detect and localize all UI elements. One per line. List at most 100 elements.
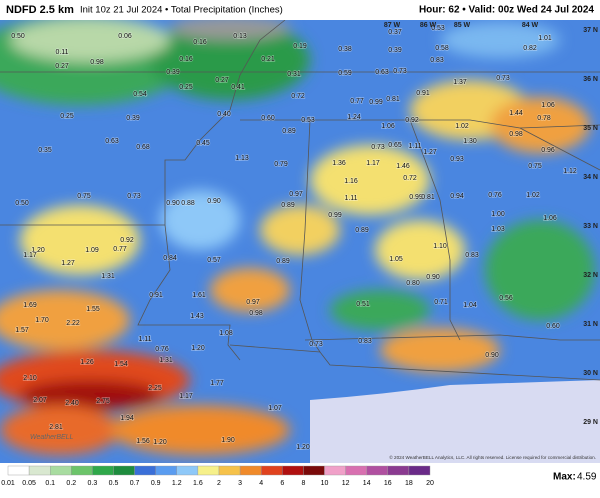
precip-value: 1.46 bbox=[396, 163, 410, 170]
precip-value: 0.63 bbox=[105, 138, 119, 145]
precip-value: 0.92 bbox=[120, 237, 134, 244]
precip-value: 0.37 bbox=[388, 29, 402, 36]
precip-value: 1.44 bbox=[509, 110, 523, 117]
precip-value: 0.40 bbox=[217, 111, 231, 118]
precip-value: 0.75 bbox=[77, 193, 91, 200]
precip-value: 0.53 bbox=[301, 117, 315, 124]
precip-value: 0.50 bbox=[11, 33, 25, 40]
legend-swatch bbox=[50, 465, 72, 476]
precip-value: 0.90 bbox=[426, 274, 440, 281]
precip-value: 0.53 bbox=[431, 25, 445, 32]
legend-label: 0.1 bbox=[45, 480, 55, 487]
legend-label: 12 bbox=[342, 480, 350, 487]
legend-swatch bbox=[282, 465, 304, 476]
precip-value: 0.79 bbox=[274, 161, 288, 168]
precip-value: 1.27 bbox=[423, 149, 437, 156]
precip-value: 1.55 bbox=[86, 306, 100, 313]
legend-swatch bbox=[71, 465, 93, 476]
legend-label: 16 bbox=[384, 480, 392, 487]
legend-label: 20 bbox=[426, 480, 434, 487]
precip-value: 1.17 bbox=[23, 252, 37, 259]
legend-swatch bbox=[28, 465, 51, 476]
valid-time: Hour: 62 • Valid: 00z Wed 24 Jul 2024 bbox=[419, 5, 594, 16]
precip-value: 0.73 bbox=[309, 341, 323, 348]
precip-value: 1.06 bbox=[541, 102, 555, 109]
precip-value: 0.93 bbox=[450, 156, 464, 163]
precip-value: 0.90 bbox=[207, 198, 221, 205]
precip-value: 0.58 bbox=[435, 45, 449, 52]
precip-value: 0.60 bbox=[546, 323, 560, 330]
precip-value: 1.17 bbox=[179, 393, 193, 400]
precip-value: 1.06 bbox=[543, 215, 557, 222]
legend-label: 0.01 bbox=[1, 480, 15, 487]
precip-value: 0.45 bbox=[196, 140, 210, 147]
precip-value: 1.13 bbox=[235, 155, 249, 162]
precip-value: 0.73 bbox=[496, 75, 510, 82]
precip-value: 1.69 bbox=[23, 302, 37, 309]
legend-label: 0.3 bbox=[88, 480, 98, 487]
legend-label: 18 bbox=[405, 480, 413, 487]
legend-swatch bbox=[218, 465, 241, 476]
precip-value: 1.17 bbox=[366, 160, 380, 167]
precip-value: 0.73 bbox=[127, 193, 141, 200]
precip-value: 0.88 bbox=[181, 200, 195, 207]
precip-value: 0.98 bbox=[90, 59, 104, 66]
precip-value: 0.65 bbox=[388, 142, 402, 149]
legend-label: 4 bbox=[259, 480, 263, 487]
precip-value: 0.83 bbox=[430, 57, 444, 64]
precip-value: 1.09 bbox=[85, 247, 99, 254]
header-title: Init 10z 21 Jul 2024 • Total Precipitati… bbox=[80, 5, 283, 16]
legend-label: 1.6 bbox=[193, 480, 203, 487]
precip-value: 0.98 bbox=[509, 131, 523, 138]
legend-label: 8 bbox=[301, 480, 305, 487]
precip-value: 0.27 bbox=[215, 77, 229, 84]
legend-swatch bbox=[92, 465, 114, 476]
latitude-label: 37 N bbox=[583, 27, 598, 34]
legend-label: 14 bbox=[363, 480, 371, 487]
precip-value: 0.19 bbox=[293, 43, 307, 50]
precip-field bbox=[0, 15, 600, 463]
precip-value: 0.99 bbox=[369, 99, 383, 106]
precip-value: 1.20 bbox=[31, 247, 45, 254]
precip-value: 0.92 bbox=[405, 117, 419, 124]
latitude-label: 33 N bbox=[583, 223, 598, 230]
precip-value: 1.61 bbox=[192, 292, 206, 299]
precip-value: 2.07 bbox=[33, 397, 47, 404]
precip-value: 0.96 bbox=[541, 147, 555, 154]
legend-label: 2 bbox=[217, 480, 221, 487]
legend-swatch bbox=[324, 465, 346, 476]
header-bar: NDFD 2.5 km Init 10z 21 Jul 2024 • Total… bbox=[0, 0, 600, 20]
precip-value: 1.04 bbox=[463, 302, 477, 309]
legend-swatch bbox=[387, 465, 410, 476]
precip-value: 2.22 bbox=[66, 320, 80, 327]
longitude-label: 87 W bbox=[384, 22, 401, 29]
longitude-label: 86 W bbox=[420, 22, 437, 29]
precip-value: 1.01 bbox=[538, 35, 552, 42]
precip-value: 1.11 bbox=[138, 336, 151, 343]
precip-value: 0.77 bbox=[113, 246, 127, 253]
max-value: 4.59 bbox=[577, 472, 597, 483]
precip-value: 0.54 bbox=[133, 91, 147, 98]
precip-value: 0.35 bbox=[38, 147, 52, 154]
precip-value: 0.94 bbox=[450, 193, 464, 200]
legend-swatch bbox=[366, 465, 389, 476]
precip-value: 0.68 bbox=[136, 144, 150, 151]
precip-value: 1.20 bbox=[296, 444, 310, 451]
precip-value: 0.73 bbox=[371, 144, 385, 151]
precip-value: 1.05 bbox=[389, 256, 403, 263]
legend-swatch bbox=[239, 465, 262, 476]
precip-value: 0.72 bbox=[291, 93, 305, 100]
legend-swatch bbox=[7, 465, 30, 476]
max-label: Max: bbox=[553, 472, 576, 483]
precip-value: 0.89 bbox=[355, 227, 369, 234]
legend-label: 1.2 bbox=[172, 480, 182, 487]
precip-value: 0.31 bbox=[287, 71, 301, 78]
legend-swatch bbox=[197, 465, 220, 476]
precip-value: 1.27 bbox=[61, 260, 75, 267]
precip-value: 0.27 bbox=[55, 63, 69, 70]
precip-value: 1.94 bbox=[120, 415, 134, 422]
precip-value: 0.59 bbox=[338, 70, 352, 77]
precip-value: 1.12 bbox=[563, 168, 577, 175]
precip-value: 0.83 bbox=[358, 338, 372, 345]
